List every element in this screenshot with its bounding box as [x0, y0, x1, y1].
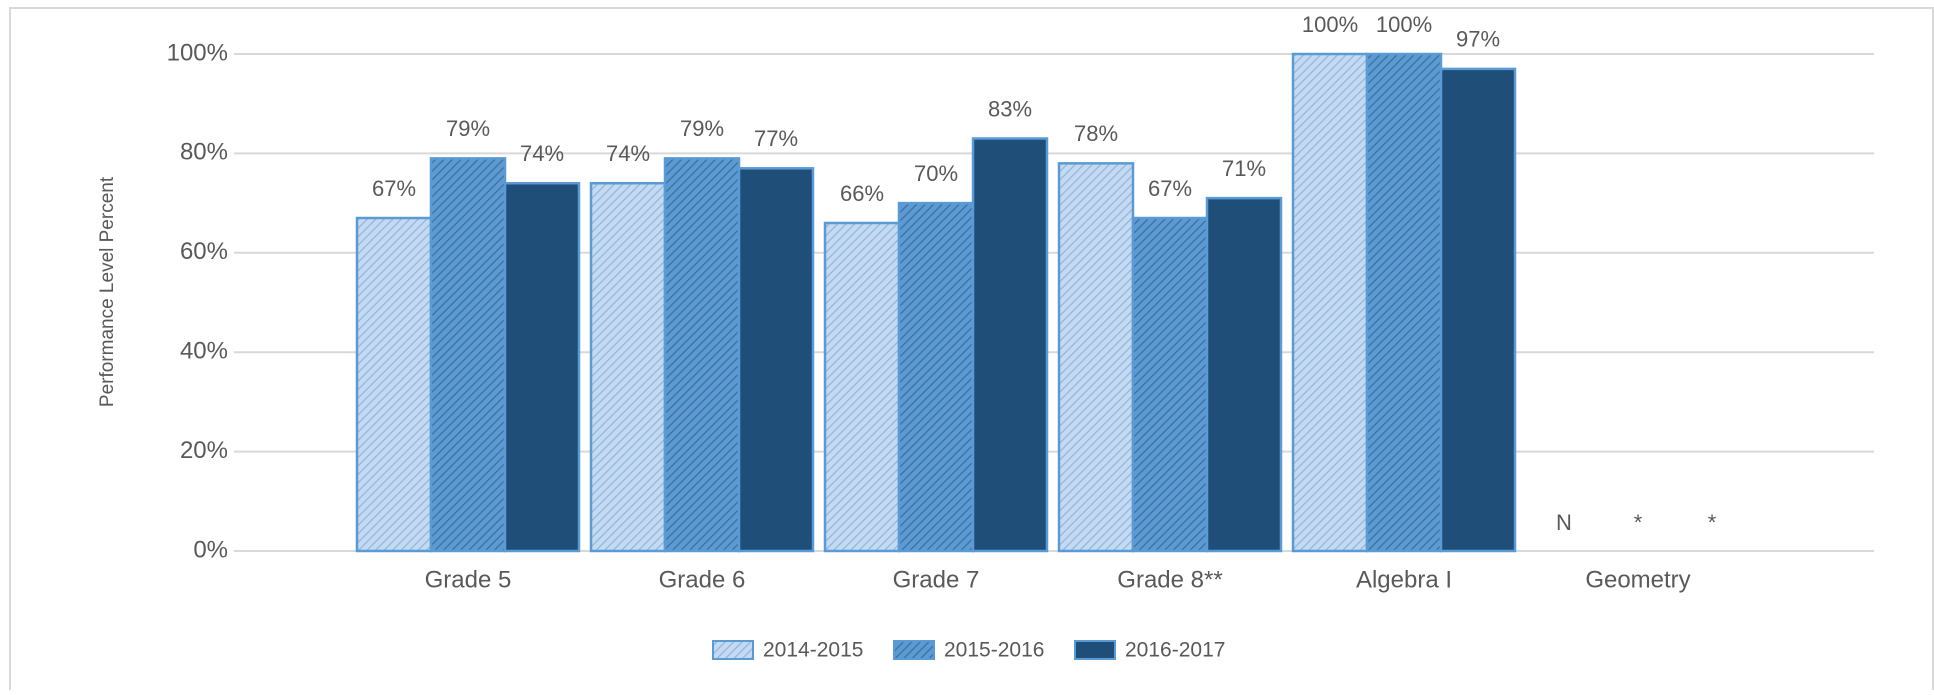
legend-swatch: [1074, 640, 1116, 660]
bar: [429, 157, 507, 553]
bar: [1131, 216, 1209, 553]
y-tick-label: 0%: [193, 536, 228, 563]
legend-label: 2015-2016: [944, 639, 1044, 662]
y-tick-label: 40%: [180, 338, 228, 365]
chart-frame: [9, 7, 1934, 695]
data-label: 67%: [1148, 176, 1192, 201]
bar: [1439, 67, 1517, 553]
x-tick-label: Grade 5: [425, 566, 512, 593]
data-label: 74%: [520, 141, 564, 166]
bar: [1205, 196, 1283, 553]
bar: [355, 216, 433, 553]
data-label: 67%: [372, 176, 416, 201]
bar: [1057, 162, 1135, 553]
data-label: 97%: [1456, 27, 1500, 52]
legend-swatch: [712, 640, 754, 660]
data-label: 71%: [1222, 156, 1266, 181]
y-tick-label: 100%: [167, 39, 228, 66]
y-tick-label: 20%: [180, 437, 228, 464]
bar: [589, 181, 667, 553]
data-label: 66%: [840, 181, 884, 206]
bar: [503, 181, 581, 553]
legend-label: 2014-2015: [763, 639, 863, 662]
bar: [1365, 52, 1443, 553]
x-tick-label: Geometry: [1585, 566, 1690, 593]
x-tick-label: Grade 7: [893, 566, 980, 593]
x-tick-label: Grade 8**: [1117, 566, 1222, 593]
bar: [737, 167, 815, 553]
data-label: 100%: [1376, 12, 1432, 37]
bar: [663, 157, 741, 553]
data-label: 79%: [680, 116, 724, 141]
bar: [1291, 52, 1369, 553]
data-label: 77%: [754, 126, 798, 151]
y-axis-title: Performance Level Percent: [97, 176, 118, 407]
data-label: *: [1708, 510, 1717, 535]
data-label: 78%: [1074, 121, 1118, 146]
x-tick-label: Grade 6: [659, 566, 746, 593]
data-label: 83%: [988, 96, 1032, 121]
data-label: N: [1556, 510, 1572, 535]
data-label: 100%: [1302, 12, 1358, 37]
data-label: 70%: [914, 161, 958, 186]
legend-label: 2016-2017: [1125, 639, 1225, 662]
data-label: 79%: [446, 116, 490, 141]
legend-swatch: [893, 640, 935, 660]
bar: [897, 201, 975, 553]
data-label: 74%: [606, 141, 650, 166]
bar: [823, 221, 901, 553]
bar: [971, 137, 1049, 553]
data-label: *: [1634, 510, 1643, 535]
y-tick-label: 60%: [180, 238, 228, 265]
x-tick-label: Algebra I: [1356, 566, 1452, 593]
y-tick-label: 80%: [180, 139, 228, 166]
